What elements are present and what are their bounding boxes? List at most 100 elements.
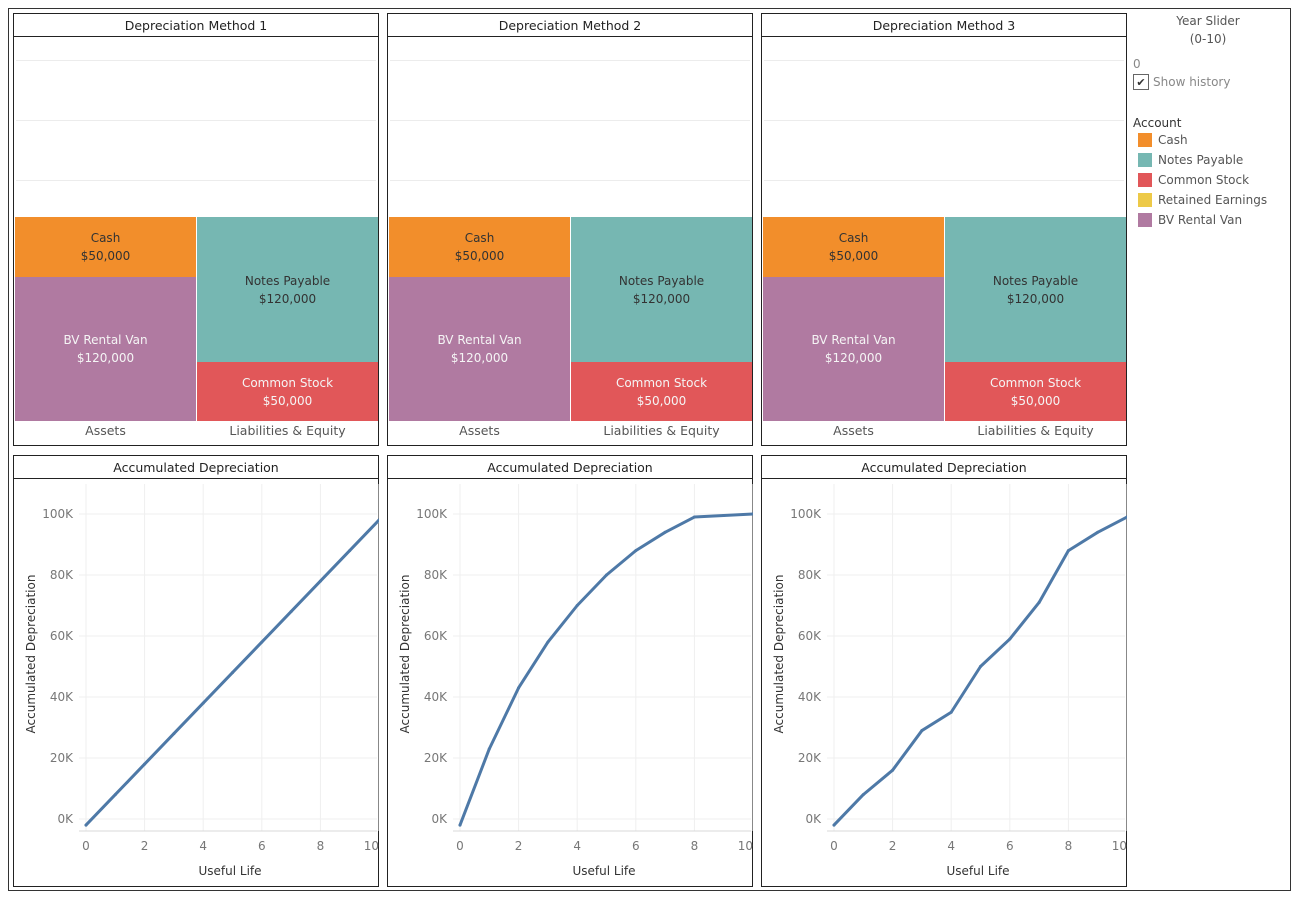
x-tick-label: 6 [632,839,640,853]
legend-swatch [1138,213,1152,227]
data-point [722,514,726,518]
x-tick-label: 10 [364,839,379,853]
bv-rental-van-value: $120,000 [450,351,509,365]
accumulated-depreciation-chart-1: 0K 20K 40K 60K 80K 100K 0 2 4 6 8 10 Useful Life Accu… [24,484,379,878]
checkbox-icon[interactable]: ✔ [1133,74,1149,90]
bv-rental-van-block[interactable]: BV Rental Van $120,000 [389,277,570,421]
common-stock-block[interactable]: Common Stock $50,000 [571,362,752,421]
y-tick-label: 20K [424,751,448,765]
legend-item[interactable]: Retained Earnings [1133,190,1283,210]
cash-block[interactable]: Cash $50,000 [763,217,944,277]
x-tick-label: 4 [573,839,581,853]
notes-payable-block[interactable]: Notes Payable $120,000 [571,217,752,362]
x-tick-label: 2 [141,839,149,853]
data-point [318,579,322,583]
x-tick-label: 4 [199,839,207,853]
y-tick-label: 60K [798,629,822,643]
data-point [832,823,836,827]
year-slider-range: (0-10) [1189,32,1227,46]
bv-rental-van-block[interactable]: BV Rental Van $120,000 [763,277,944,421]
common-stock-value: $50,000 [262,393,313,408]
notes-payable-value: $120,000 [1006,291,1065,306]
dashboard-frame [8,8,1291,891]
gridline [390,120,750,121]
data-point [1037,600,1041,604]
cash-block[interactable]: Cash $50,000 [15,217,196,277]
gridline [16,180,376,181]
x-tick-label: 0 [82,839,90,853]
legend-label: Cash [1158,133,1188,147]
data-point [692,515,696,519]
data-point [891,768,895,772]
notes-payable-block[interactable]: Notes Payable $120,000 [945,217,1126,362]
y-axis-title: Accumulated Depreciation [398,575,412,734]
legend-item[interactable]: Notes Payable [1133,150,1283,170]
cash-label: Cash [90,231,121,245]
bv-rental-van-value: $120,000 [76,351,135,365]
x-tick-label: 0 [830,839,838,853]
x-tick-label: 10 [1112,839,1127,853]
cash-value: $50,000 [454,249,505,263]
x-tick-label: 4 [947,839,955,853]
y-tick-label: 40K [798,690,822,704]
data-point [517,686,521,690]
data-point [377,518,379,522]
data-point [113,793,117,797]
common-stock-label: Common Stock [989,375,1082,390]
y-tick-label: 80K [50,568,74,582]
common-stock-label: Common Stock [241,375,334,390]
cash-value: $50,000 [80,249,131,263]
y-tick-label: 40K [50,690,74,704]
data-point [289,610,293,614]
bv-rental-van-label: BV Rental Van [811,333,896,347]
y-tick-label: 80K [798,568,822,582]
legend-title: Account [1133,116,1182,130]
data-point [979,665,982,668]
liabilities-equity-axis-label: Liabilities & Equity [603,423,720,438]
y-tick-label: 40K [424,690,448,704]
x-tick-label: 10 [738,839,753,853]
gridline [390,180,750,181]
x-tick-label: 2 [515,839,523,853]
y-tick-label: 20K [50,751,74,765]
y-axis-title: Accumulated Depreciation [24,575,38,734]
legend-swatch [1138,153,1152,167]
y-tick-label: 0K [805,812,822,826]
line-chart-title: Accumulated Depreciation [387,455,753,479]
bv-rental-van-block[interactable]: BV Rental Van $120,000 [15,277,196,421]
account-legend: Cash Notes Payable Common Stock Retained Ea… [1133,130,1283,230]
data-point [201,701,205,705]
gridline [16,120,376,121]
data-point [861,793,865,797]
data-point [920,729,924,733]
gridline [16,60,376,61]
notes-payable-block[interactable]: Notes Payable $120,000 [197,217,378,362]
data-point [143,762,147,766]
legend-label: BV Rental Van [1158,213,1243,227]
cash-label: Cash [838,231,869,245]
common-stock-block[interactable]: Common Stock $50,000 [197,362,378,421]
accumulated-depreciation-line [832,515,1127,827]
legend-label: Retained Earnings [1158,193,1268,207]
balance-sheet-title: Depreciation Method 1 [13,13,379,37]
show-history-label: Show history [1153,75,1231,89]
common-stock-value: $50,000 [1010,393,1061,408]
y-tick-label: 80K [424,568,448,582]
common-stock-block[interactable]: Common Stock $50,000 [945,362,1126,421]
gridline [390,60,750,61]
cash-block[interactable]: Cash $50,000 [389,217,570,277]
legend-item[interactable]: BV Rental Van [1133,210,1283,230]
y-tick-label: 0K [431,812,448,826]
data-point [949,710,953,714]
common-stock-value: $50,000 [636,393,687,408]
data-point [487,747,491,751]
legend-swatch [1138,193,1152,207]
y-tick-label: 20K [798,751,822,765]
accumulated-depreciation-chart-3: 0K 20K 40K 60K 80K 100K 0 2 4 6 8 10 Useful Life Accu… [772,484,1127,878]
legend-item[interactable]: Common Stock [1133,170,1283,190]
legend-swatch [1138,173,1152,187]
assets-axis-label: Assets [85,423,126,438]
show-history-toggle[interactable]: ✔ Show history [1133,74,1283,90]
legend-item[interactable]: Cash [1133,130,1283,150]
year-slider-value[interactable]: 0 [1133,57,1141,71]
